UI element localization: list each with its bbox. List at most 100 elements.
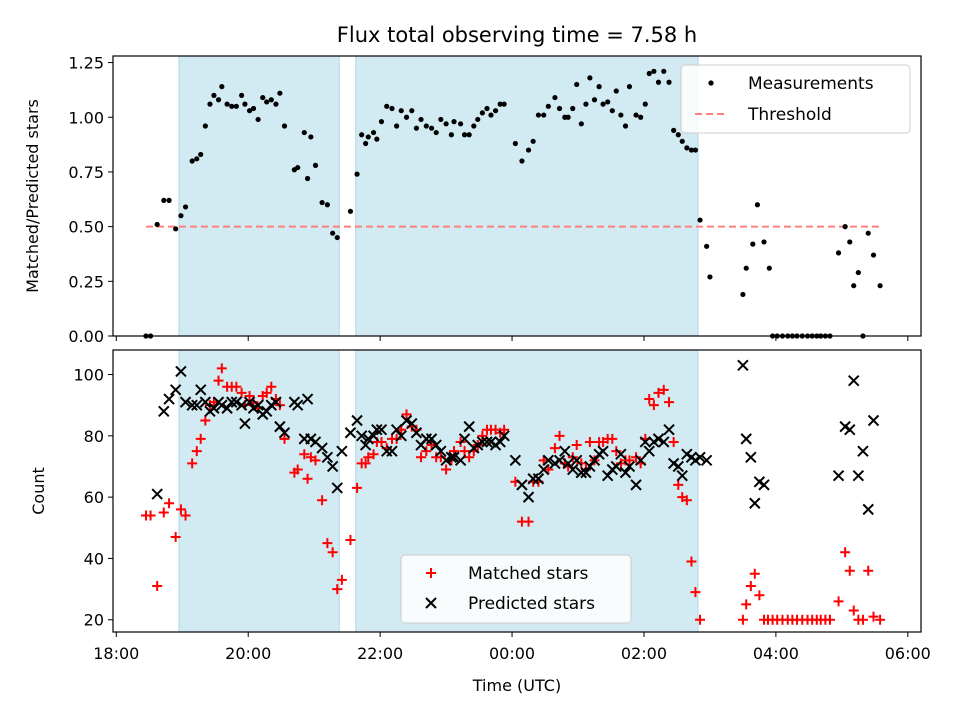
y-tick-label: 1.00 [68,108,104,127]
predicted-star-point [226,396,238,408]
measurement-point [173,226,179,232]
predicted-star-point [597,445,609,457]
y-tick-label: 0.50 [68,218,104,237]
measurement-point [870,252,877,258]
measurement-point [671,127,677,133]
y-tick-label: 100 [73,366,104,385]
measurement-point [642,101,648,107]
predicted-star-point [481,436,493,448]
measurement-point [389,105,395,112]
predicted-star-point [216,399,228,411]
matched-star-point [611,446,622,457]
predicted-star-point [386,445,398,457]
matched-star-point [644,394,655,405]
observing-windows-top [178,55,699,337]
matched-star-point [607,433,618,444]
predicted-star-point [158,405,170,418]
matched-star-point [631,452,642,463]
measurement-point [202,123,208,129]
measurement-point [277,90,283,96]
measurement-point [497,101,503,107]
measurement-point [281,123,288,129]
predicted-star-point [652,433,665,445]
predicted-star-point [175,365,187,378]
ratio-axis-ticks: 0.00 0.25 0.50 0.75 1.00 1.25 [68,54,909,346]
matched-star-point [292,464,303,475]
measurement-point [413,125,420,131]
measurement-point [418,116,424,123]
matched-star-point [749,568,760,579]
matched-star-point [376,436,387,447]
matched-star-point [421,446,432,457]
measurement-point [178,213,184,219]
matched-star-point [571,440,582,451]
observing-window-2 [355,55,699,337]
predicted-star-point [634,454,647,467]
measurement-point [684,145,690,151]
predicted-star-point [163,393,175,405]
matched-star-point [673,479,684,490]
measurement-point [475,116,481,123]
predicted-star-point [745,451,757,463]
matched-star-point [244,390,255,401]
matched-star-point [459,446,470,457]
measurement-point [394,123,400,129]
legend-predicted-marker [425,597,437,609]
measurement-point [215,97,222,103]
matched-star-point [690,587,701,598]
measurement-point [324,202,330,208]
measurement-point [438,116,444,123]
ratio-legend: Measurements Threshold [680,64,911,134]
predicted-star-point [243,396,256,408]
predicted-star-point [623,460,636,473]
measurement-point [461,132,468,138]
measurement-point [655,79,662,85]
matched-star-point [737,614,748,625]
measurement-point [250,105,257,112]
matched-star-point [216,363,227,374]
predicted-star-point [336,445,348,457]
predicted-star-point [400,414,413,427]
measurement-point [370,129,377,136]
matched-star-point [840,547,851,558]
predicted-star-point [570,454,583,467]
matched-star-point [352,482,363,493]
predicted-star-point [610,460,622,473]
matched-star-point [464,452,475,463]
matched-star-point [664,397,675,408]
predicted-star-point [658,436,670,448]
y-tick-label: 0.25 [68,272,104,291]
predicted-star-point [848,374,860,387]
measurement-point [443,121,449,127]
measurement-point [466,132,472,138]
observing-windows-bottom [178,349,699,633]
measurement-point [761,239,767,245]
measurement-point [359,132,365,138]
measurement-point [512,140,518,147]
legend-threshold-label: Threshold [747,105,832,125]
predicted-star-point [344,427,357,439]
measurement-point [638,114,644,120]
measurement-point [565,114,571,120]
predicted-star-point [151,488,163,500]
measurement-point [334,234,340,241]
predicted-star-point [584,460,596,473]
predicted-star-point [260,405,273,418]
matched-star-point [624,455,635,466]
measurement-point [766,265,772,271]
predicted-star-point [663,423,675,436]
matched-star-point [332,584,343,595]
y-tick-label: 0.00 [68,327,104,346]
measurement-point [865,230,871,236]
matched-star-point [695,614,706,625]
matched-star-point [391,433,402,444]
matched-star-point [441,464,452,475]
predicted-star-point [575,466,588,479]
measurement-point [433,129,439,136]
measurement-point [448,132,454,138]
matched-star-point [868,611,879,622]
measurement-point [574,81,580,88]
predicted-star-point [740,433,752,445]
predicted-star-point [331,482,343,494]
